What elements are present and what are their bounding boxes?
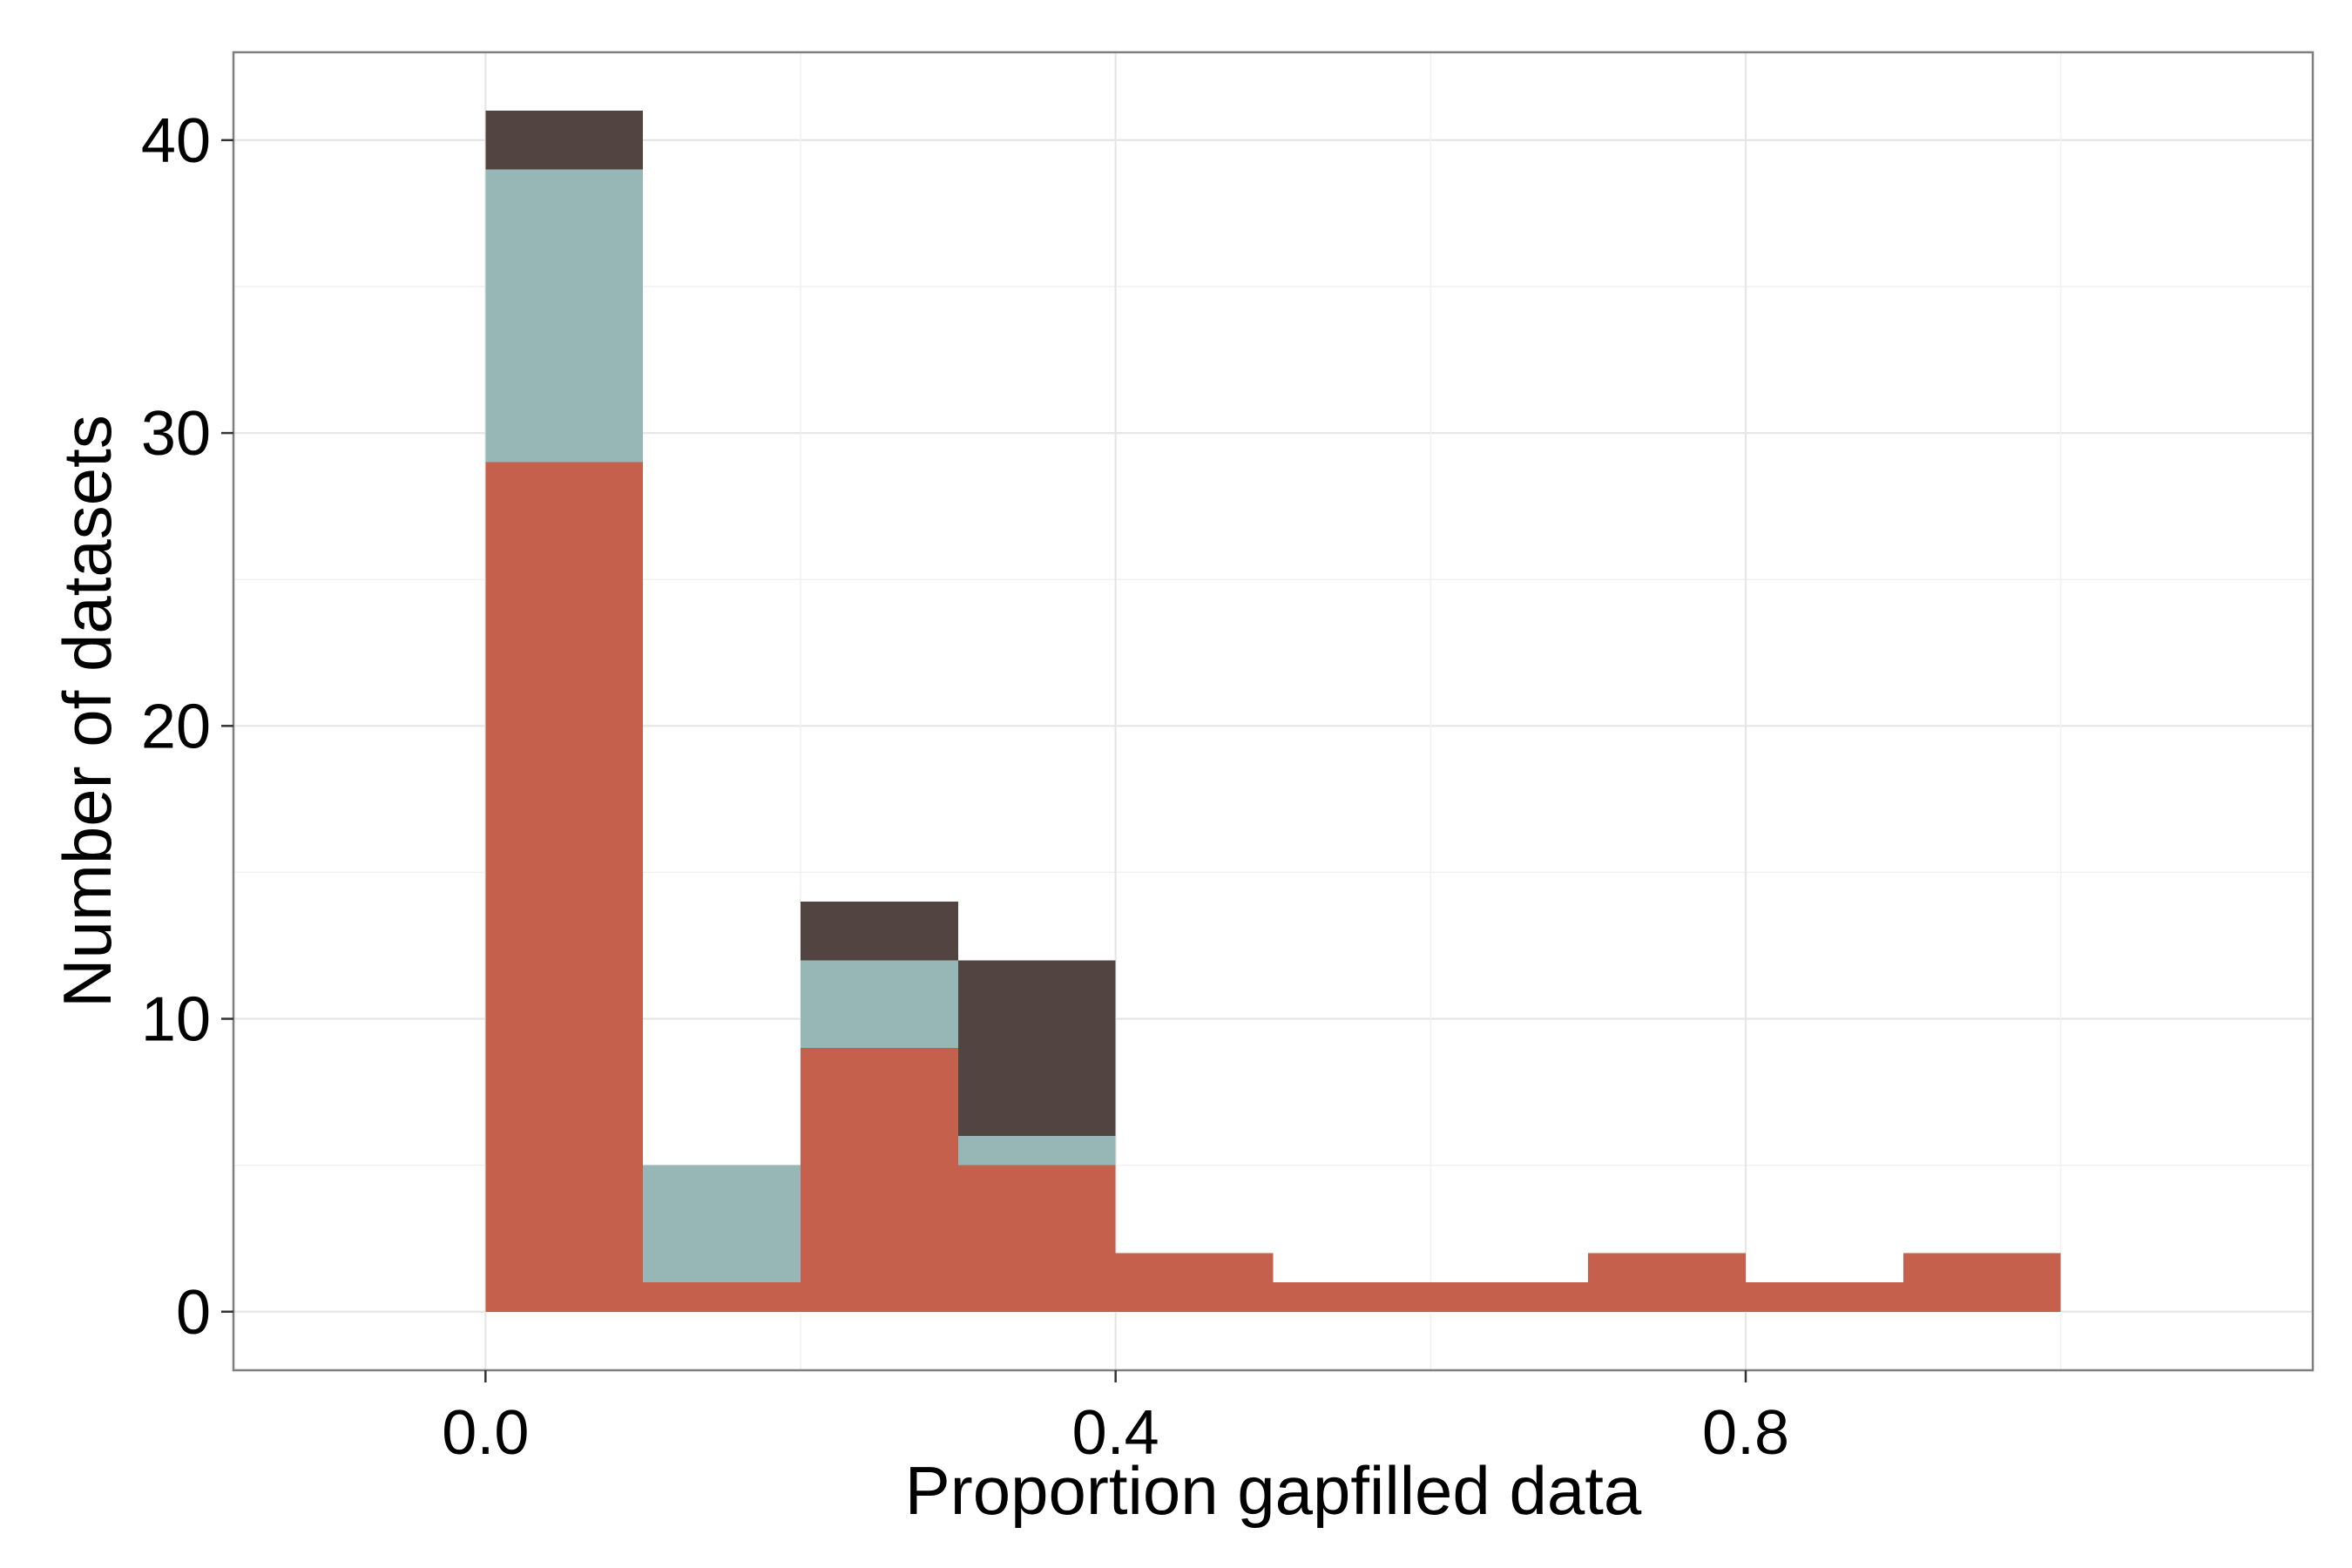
- y-axis-title: Number of datasets: [49, 415, 125, 1008]
- plot-panel-border: [232, 51, 2315, 1372]
- x-axis-title: Proportion gapfilled data: [905, 1452, 1642, 1529]
- y-tick-label: 40: [141, 106, 211, 176]
- bar-segment-series-1-bin-3: [801, 1048, 958, 1312]
- x-tick-label: 0.0: [442, 1398, 529, 1468]
- bar-segment-series-2-bin-2: [643, 1165, 801, 1283]
- bar-segment-series-3-bin-4: [957, 960, 1116, 1137]
- bar-segment-series-1-bin-6: [1273, 1282, 1431, 1312]
- bar-segment-series-2-bin-3: [801, 960, 958, 1049]
- axis-ticks: [221, 139, 1747, 1382]
- y-tick-label: 20: [141, 692, 211, 761]
- y-tick-label: 0: [176, 1278, 211, 1348]
- bar-segment-series-3-bin-1: [485, 111, 644, 170]
- x-tick-label: 0.4: [1072, 1398, 1159, 1468]
- bar-segment-series-1-bin-8: [1588, 1253, 1746, 1312]
- bar-segment-series-2-bin-4: [957, 1136, 1116, 1166]
- bar-segment-series-2-bin-1: [485, 169, 644, 463]
- bar-segment-series-1-bin-5: [1115, 1253, 1274, 1312]
- bar-segment-series-1-bin-9: [1746, 1282, 1903, 1312]
- bar-segment-series-1-bin-4: [957, 1165, 1116, 1312]
- bar-segment-series-1-bin-2: [643, 1282, 801, 1312]
- bar-segment-series-1-bin-1: [485, 462, 644, 1312]
- bar-segment-series-3-bin-3: [801, 902, 958, 961]
- y-tick-label: 10: [141, 985, 211, 1055]
- bar-segment-series-1-bin-10: [1903, 1253, 2061, 1312]
- bars: [485, 111, 2061, 1312]
- x-tick-label: 0.8: [1702, 1398, 1789, 1468]
- y-axis-tick-labels: 0 10 20 30 40: [141, 106, 211, 1348]
- y-tick-label: 30: [141, 399, 211, 469]
- bar-segment-series-1-bin-7: [1430, 1282, 1589, 1312]
- x-axis-tick-labels: 0.0 0.4 0.8: [442, 1398, 1789, 1468]
